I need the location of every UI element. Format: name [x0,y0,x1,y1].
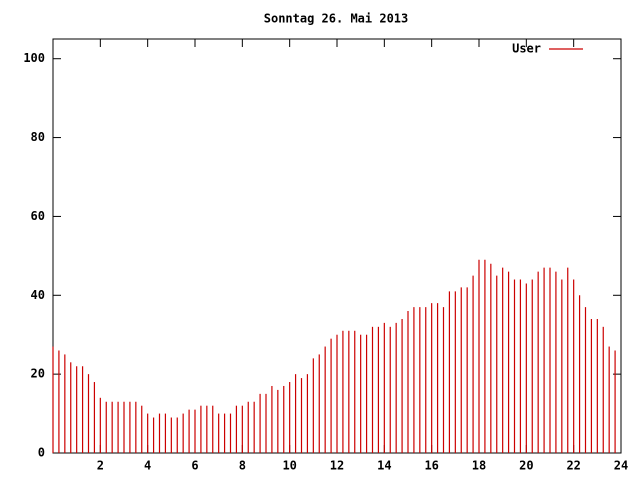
y-tick-label: 80 [31,130,45,144]
x-tick-label: 16 [424,459,438,473]
x-tick-label: 6 [191,459,198,473]
x-tick-label: 22 [566,459,580,473]
x-tick-label: 4 [144,459,151,473]
x-tick-label: 24 [614,459,628,473]
x-tick-label: 12 [330,459,344,473]
legend-label: User [512,42,541,56]
x-tick-label: 18 [472,459,486,473]
y-tick-label: 0 [38,446,45,460]
x-tick-label: 8 [239,459,246,473]
y-tick-label: 100 [23,51,45,65]
x-tick-label: 20 [519,459,533,473]
chart-title: Sonntag 26. Mai 2013 [264,12,409,26]
x-tick-label: 2 [97,459,104,473]
y-tick-label: 20 [31,367,45,381]
x-tick-label: 14 [377,459,391,473]
y-tick-label: 60 [31,209,45,223]
y-tick-label: 40 [31,288,45,302]
x-tick-label: 10 [282,459,296,473]
